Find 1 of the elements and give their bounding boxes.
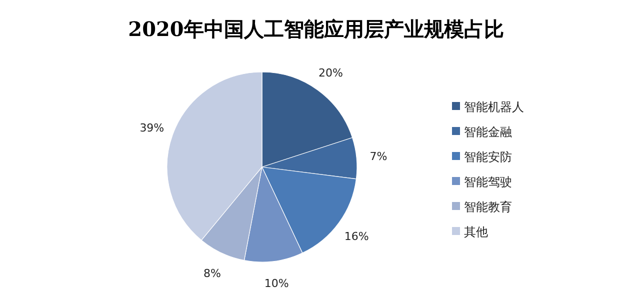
title: 2020年中国人工智能应用层产业规模占比 bbox=[128, 17, 504, 41]
